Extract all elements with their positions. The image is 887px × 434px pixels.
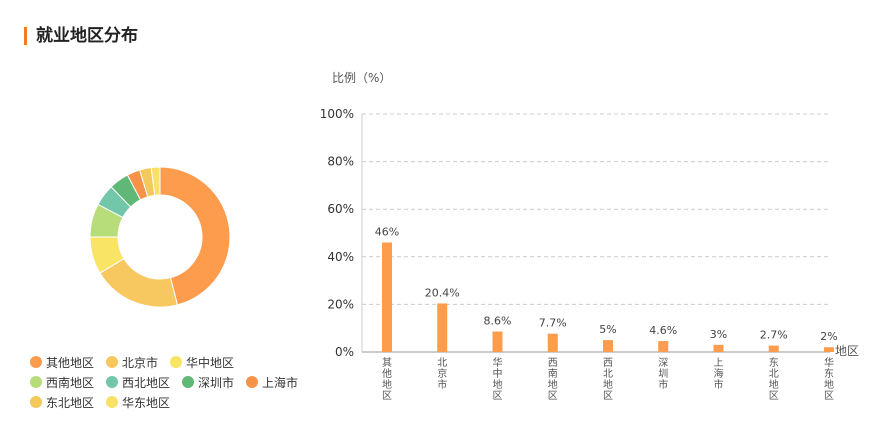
legend-item[interactable]: 西南地区	[30, 374, 94, 391]
x-tick-label: 其他地区	[382, 357, 392, 402]
legend-label: 华东地区	[122, 395, 171, 410]
bar[interactable]	[437, 303, 448, 352]
legend-row: 西南地区 西北地区 深圳市 上海市	[30, 372, 330, 392]
data-label: 4.6%	[649, 324, 677, 337]
legend-color-dot	[170, 356, 183, 368]
legend-label: 西北地区	[122, 375, 171, 390]
data-label: 2.7%	[760, 329, 788, 342]
legend-color-dot	[106, 376, 119, 388]
legend-label: 深圳市	[198, 375, 235, 390]
legend-item[interactable]: 深圳市	[182, 374, 234, 391]
y-tick-label: 20%	[327, 297, 354, 311]
bar[interactable]	[603, 340, 613, 352]
legend-color-dot	[106, 356, 119, 368]
legend-item[interactable]: 东北地区	[30, 394, 94, 411]
y-tick-label: 0%	[335, 345, 354, 359]
legend-color-dot	[30, 356, 42, 368]
legend-item[interactable]: 其他地区	[30, 354, 94, 371]
legend-label: 其他地区	[46, 355, 95, 370]
y-tick-label: 100%	[320, 107, 354, 121]
legend-label: 西南地区	[46, 375, 95, 390]
legend-color-dot	[106, 396, 119, 408]
bar[interactable]	[492, 331, 503, 352]
title-accent-bar	[24, 27, 27, 45]
x-axis-label: 地区	[835, 344, 859, 358]
x-tick-label: 上海市	[714, 357, 724, 391]
bar[interactable]	[824, 347, 834, 352]
donut-slice[interactable]	[159, 166, 231, 306]
legend-color-dot	[30, 376, 42, 388]
data-label: 8.6%	[484, 315, 512, 328]
legend-color-dot	[246, 376, 259, 388]
x-tick-label: 深圳市	[658, 357, 668, 391]
legend-row: 东北地区 华东地区	[30, 392, 330, 412]
bar[interactable]	[658, 341, 669, 352]
legend-label: 北京市	[122, 355, 159, 370]
data-label: 3%	[710, 328, 727, 341]
legend-item[interactable]: 华东地区	[106, 394, 170, 411]
page-title: 就业地区分布	[36, 26, 138, 46]
y-tick-label: 80%	[327, 155, 354, 169]
data-label: 20.4%	[425, 286, 460, 299]
data-label: 46%	[375, 226, 399, 239]
bar[interactable]	[713, 344, 724, 352]
legend-row: 其他地区 北京市 华中地区	[30, 352, 330, 372]
y-axis-label: 比例（%）	[332, 71, 391, 85]
x-tick-label: 华中地区	[493, 356, 503, 402]
legend-label: 华中地区	[186, 355, 235, 370]
data-label: 5%	[599, 323, 616, 336]
legend-label: 上海市	[262, 375, 299, 390]
data-label: 2%	[820, 330, 837, 343]
x-tick-label: 西北地区	[603, 358, 613, 402]
legend-color-dot	[182, 376, 195, 388]
donut-chart	[89, 166, 231, 308]
bar[interactable]	[547, 333, 558, 352]
donut-legend: 其他地区 北京市 华中地区西南地区 西北地区 深圳市 上海市东北地区 华东地区	[30, 352, 330, 412]
legend-item[interactable]: 上海市	[246, 374, 298, 391]
legend-item[interactable]: 华中地区	[170, 354, 234, 371]
legend-label: 东北地区	[46, 395, 95, 410]
legend-item[interactable]: 西北地区	[106, 374, 170, 391]
bar[interactable]	[768, 345, 779, 352]
y-tick-label: 40%	[327, 250, 354, 264]
data-label: 7.7%	[539, 317, 567, 330]
donut-slice[interactable]	[150, 166, 161, 196]
x-tick-label: 华东地区	[824, 356, 834, 402]
x-tick-label: 北京市	[437, 357, 447, 391]
bar[interactable]	[382, 242, 392, 352]
x-tick-label: 西南地区	[548, 358, 558, 402]
legend-item[interactable]: 北京市	[106, 354, 158, 371]
x-tick-label: 东北地区	[769, 356, 779, 402]
y-tick-label: 60%	[327, 202, 354, 216]
legend-color-dot	[30, 396, 42, 408]
